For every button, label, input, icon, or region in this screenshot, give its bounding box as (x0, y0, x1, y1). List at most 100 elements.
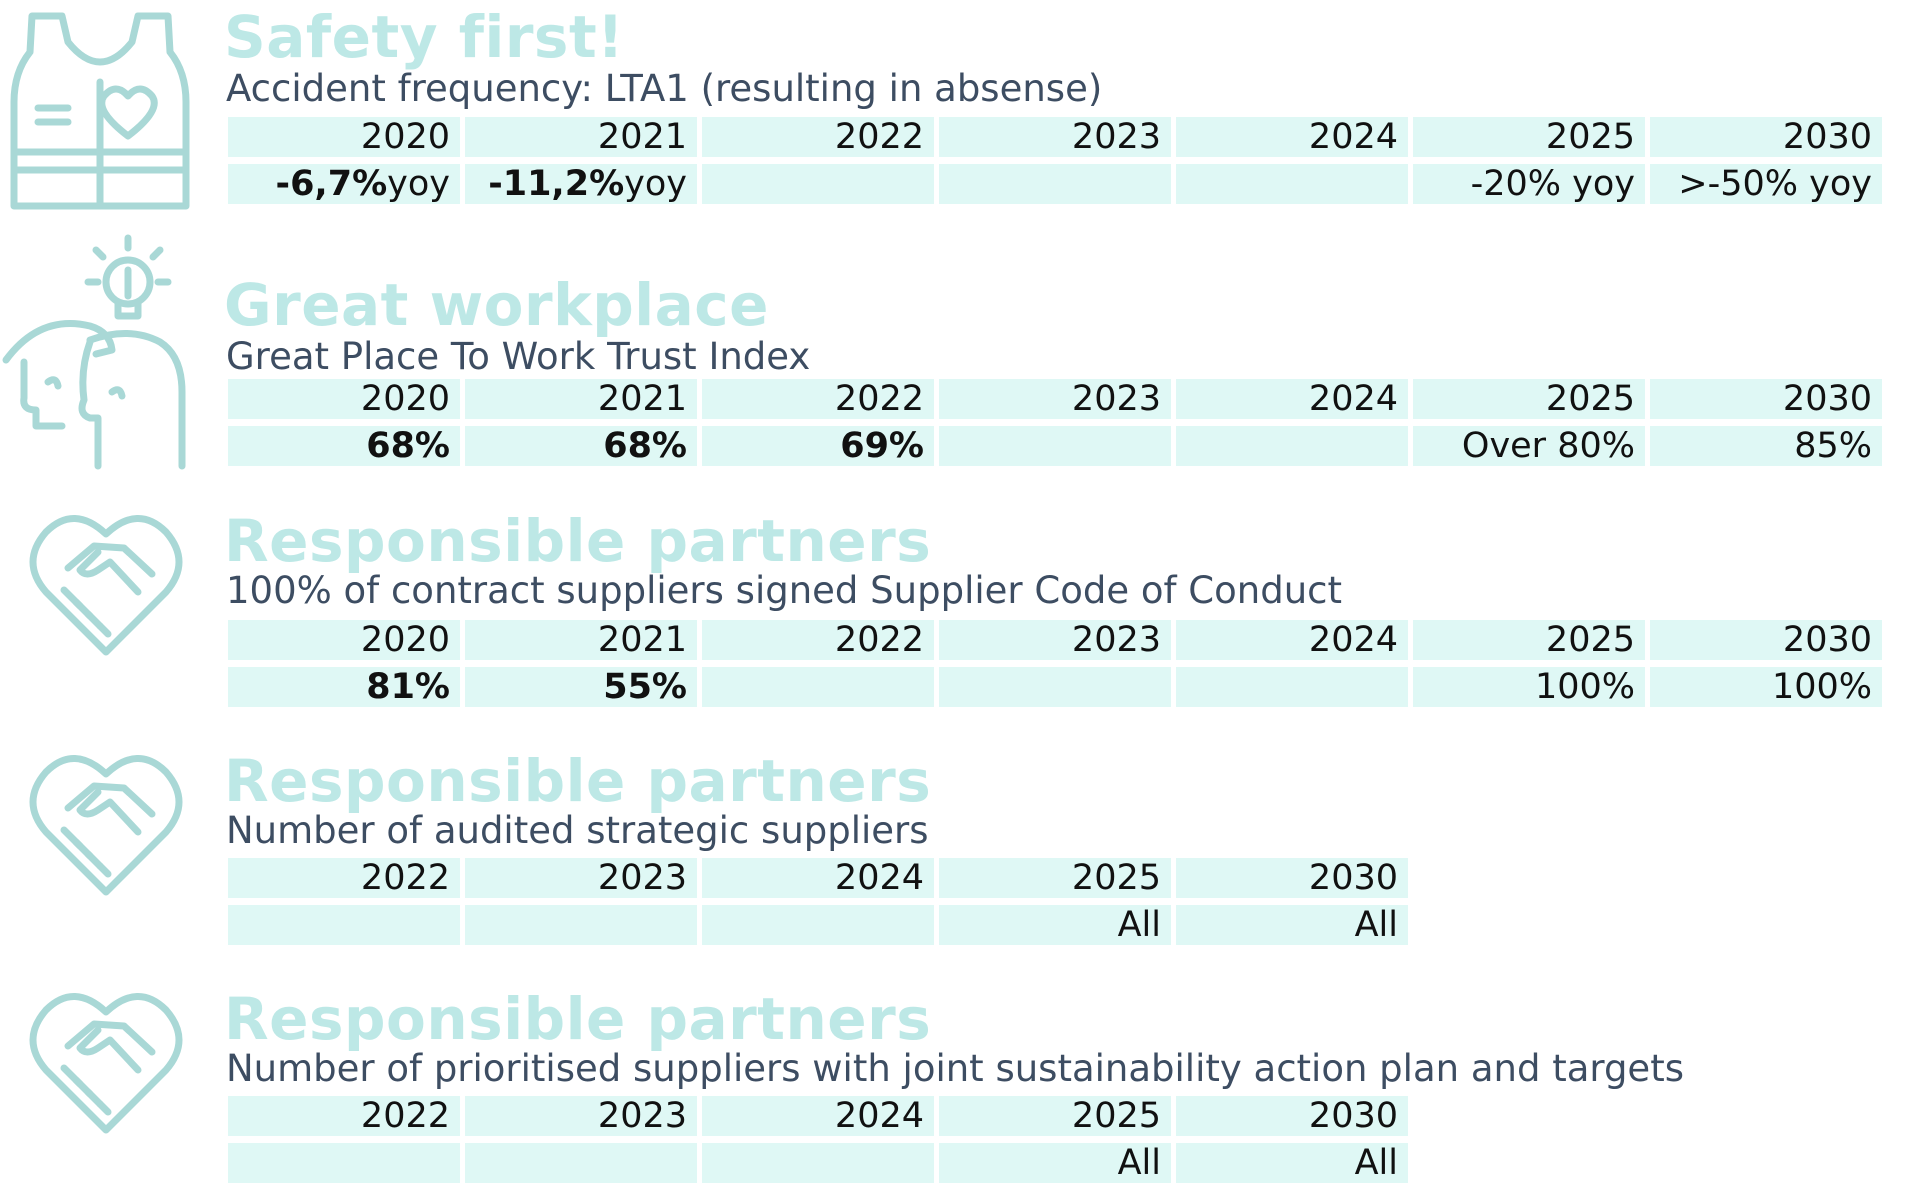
year-cell: 2023 (939, 117, 1171, 157)
year-cell: 2023 (465, 858, 697, 898)
year-cell: 2020 (228, 620, 460, 660)
value-cell: 100% (1650, 667, 1882, 707)
value-cell: -11,2%yoy (465, 164, 697, 204)
value-text: All (1117, 905, 1161, 945)
value-row: All All (228, 1143, 1413, 1183)
value-strong: 69% (840, 426, 924, 466)
value-cell: 85% (1650, 426, 1882, 466)
value-cell (1176, 426, 1408, 466)
value-cell (465, 905, 697, 945)
year-cell: 2021 (465, 620, 697, 660)
value-text: yoy (624, 164, 687, 204)
value-cell: All (939, 1143, 1171, 1183)
value-text: All (1354, 905, 1398, 945)
section-safety: Safety first! Accident frequency: LTA1 (… (0, 0, 1920, 220)
kpi-table: 2020 2021 2022 2023 2024 2025 2030 81% 5… (228, 620, 1887, 707)
year-cell: 2030 (1650, 117, 1882, 157)
value-row: 81% 55% 100% 100% (228, 667, 1887, 707)
year-cell: 2023 (939, 620, 1171, 660)
handshake-heart-icon (28, 508, 184, 658)
value-cell: 55% (465, 667, 697, 707)
year-cell: 2030 (1650, 620, 1882, 660)
year-cell: 2024 (1176, 620, 1408, 660)
kpi-table: 2022 2023 2024 2025 2030 All All (228, 858, 1413, 945)
section-subtitle: Great Place To Work Trust Index (226, 335, 811, 378)
handshake-heart-icon (28, 986, 184, 1136)
section-workplace: Great workplace Great Place To Work Trus… (0, 230, 1920, 480)
value-text: 85% (1794, 426, 1872, 466)
value-text: All (1354, 1143, 1398, 1183)
value-cell: Over 80% (1413, 426, 1645, 466)
value-cell: 69% (702, 426, 934, 466)
year-cell: 2021 (465, 379, 697, 419)
year-row: 2020 2021 2022 2023 2024 2025 2030 (228, 379, 1887, 419)
value-text: -20% yoy (1470, 164, 1635, 204)
value-cell (702, 667, 934, 707)
year-cell: 2020 (228, 379, 460, 419)
value-text: 100% (1771, 667, 1872, 707)
value-strong: -6,7% (275, 164, 388, 204)
value-text: >-50% yoy (1678, 164, 1872, 204)
value-cell: All (1176, 1143, 1408, 1183)
handshake-heart-icon (28, 748, 184, 898)
value-row: 68% 68% 69% Over 80% 85% (228, 426, 1887, 466)
section-title: Responsible partners (224, 747, 932, 815)
value-cell: >-50% yoy (1650, 164, 1882, 204)
year-cell: 2024 (702, 1096, 934, 1136)
value-strong: 55% (603, 667, 687, 707)
section-subtitle: Number of prioritised suppliers with joi… (226, 1047, 1684, 1090)
year-cell: 2030 (1176, 1096, 1408, 1136)
section-title: Responsible partners (224, 985, 932, 1053)
value-cell (1176, 667, 1408, 707)
section-partners-audited: Responsible partners Number of audited s… (0, 740, 1920, 960)
value-strong: -11,2% (488, 164, 625, 204)
year-row: 2020 2021 2022 2023 2024 2025 2030 (228, 620, 1887, 660)
section-title: Responsible partners (224, 507, 932, 575)
value-cell: 68% (465, 426, 697, 466)
section-subtitle: 100% of contract suppliers signed Suppli… (226, 569, 1342, 612)
year-cell: 2020 (228, 117, 460, 157)
year-cell: 2025 (1413, 117, 1645, 157)
value-cell: -20% yoy (1413, 164, 1645, 204)
value-strong: 81% (366, 667, 450, 707)
value-cell (939, 426, 1171, 466)
people-idea-icon (0, 230, 190, 470)
year-cell: 2022 (702, 117, 934, 157)
year-cell: 2022 (702, 379, 934, 419)
value-cell: -6,7%yoy (228, 164, 460, 204)
value-row: All All (228, 905, 1413, 945)
value-cell: All (1176, 905, 1408, 945)
value-strong: 68% (366, 426, 450, 466)
value-text: Over 80% (1461, 426, 1635, 466)
year-cell: 2022 (228, 858, 460, 898)
year-cell: 2025 (939, 858, 1171, 898)
value-cell: 100% (1413, 667, 1645, 707)
year-cell: 2030 (1176, 858, 1408, 898)
year-row: 2020 2021 2022 2023 2024 2025 2030 (228, 117, 1887, 157)
value-cell (939, 667, 1171, 707)
section-title: Great workplace (224, 271, 769, 339)
value-cell: 68% (228, 426, 460, 466)
value-cell (228, 905, 460, 945)
value-cell (465, 1143, 697, 1183)
section-partners-coc: Responsible partners 100% of contract su… (0, 500, 1920, 720)
kpi-table: 2020 2021 2022 2023 2024 2025 2030 -6,7%… (228, 117, 1887, 204)
year-cell: 2023 (465, 1096, 697, 1136)
year-cell: 2024 (1176, 379, 1408, 419)
value-text: yoy (387, 164, 450, 204)
year-cell: 2030 (1650, 379, 1882, 419)
value-cell (702, 905, 934, 945)
value-cell (1176, 164, 1408, 204)
value-text: All (1117, 1143, 1161, 1183)
value-cell (939, 164, 1171, 204)
year-row: 2022 2023 2024 2025 2030 (228, 1096, 1413, 1136)
value-cell: All (939, 905, 1171, 945)
section-title: Safety first! (224, 3, 625, 71)
value-row: -6,7%yoy -11,2%yoy -20% yoy >-50% yoy (228, 164, 1887, 204)
year-cell: 2025 (1413, 620, 1645, 660)
year-cell: 2023 (939, 379, 1171, 419)
section-partners-action-plan: Responsible partners Number of prioritis… (0, 978, 1920, 1186)
year-cell: 2025 (939, 1096, 1171, 1136)
value-cell (228, 1143, 460, 1183)
year-cell: 2022 (702, 620, 934, 660)
